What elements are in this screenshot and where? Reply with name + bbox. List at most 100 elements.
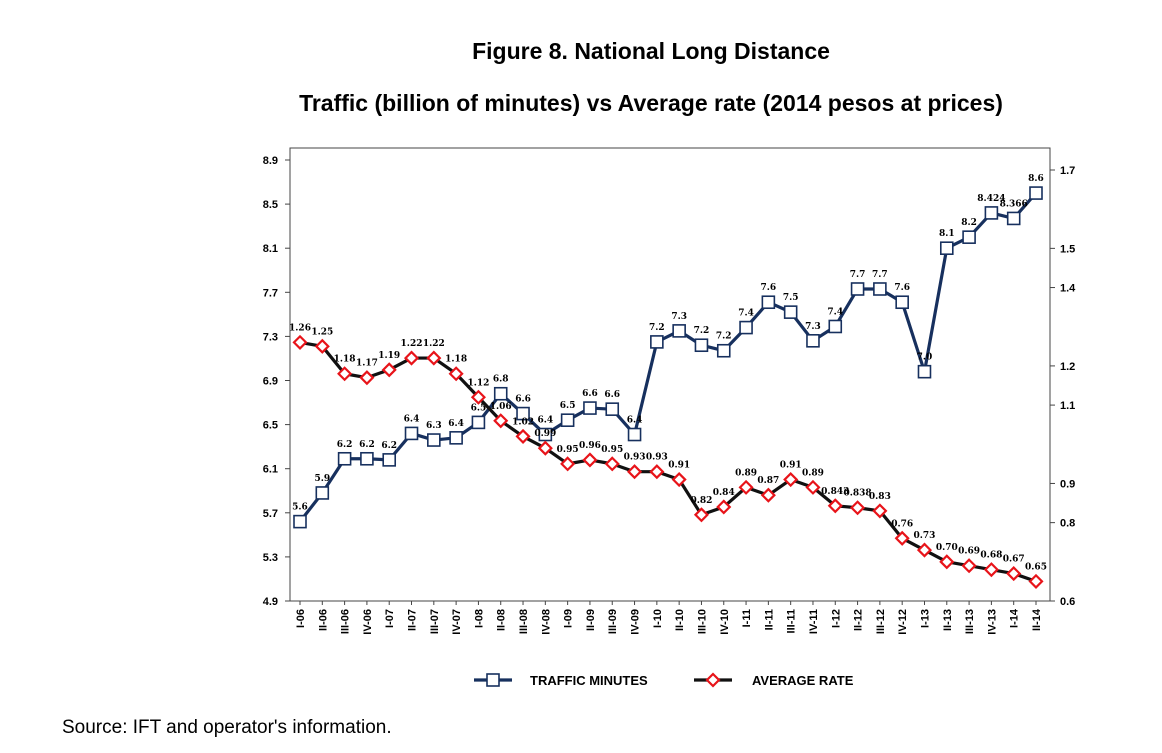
rate-data-label: 0.84 bbox=[713, 488, 735, 498]
left-axis-tick-label: 6.5 bbox=[263, 420, 278, 432]
rate-point-marker bbox=[582, 452, 598, 468]
rate-point-marker bbox=[626, 464, 643, 480]
x-axis-tick-label: II-08 bbox=[496, 609, 508, 631]
x-axis-tick-label: III-07 bbox=[429, 609, 441, 634]
traffic-point-marker bbox=[739, 320, 753, 335]
traffic-point-marker bbox=[917, 364, 932, 379]
traffic-point-marker bbox=[583, 401, 597, 415]
rate-data-label: 0.93 bbox=[624, 453, 646, 463]
rate-point-marker bbox=[872, 503, 888, 519]
traffic-point-marker bbox=[828, 319, 843, 334]
x-axis-tick-label: I-11 bbox=[741, 609, 753, 627]
traffic-data-label: 7.4 bbox=[827, 307, 843, 317]
chart-title-line2: Traffic (billion of minutes) vs Average … bbox=[299, 90, 1003, 116]
left-axis-tick-label: 4.9 bbox=[263, 596, 278, 608]
rate-data-label: 0.838 bbox=[843, 489, 871, 499]
traffic-point-marker bbox=[605, 402, 620, 416]
traffic-data-label: 6.2 bbox=[337, 440, 353, 450]
traffic-data-label: 6.5 bbox=[560, 401, 576, 411]
x-axis-tick-label: I-13 bbox=[919, 609, 931, 628]
right-axis-tick-label: 1.4 bbox=[1060, 283, 1076, 295]
right-axis: 1.7 1.5 1.4 1.2 1.1 0.9 0.8 0.6 bbox=[1050, 165, 1076, 608]
traffic-data-label: 7.5 bbox=[783, 293, 799, 303]
traffic-point-marker bbox=[471, 415, 486, 430]
x-axis-tick-label: IV-09 bbox=[630, 609, 642, 635]
traffic-data-label: 6.2 bbox=[359, 440, 375, 450]
x-axis-tick-label: III-10 bbox=[696, 609, 708, 634]
plot-area-border bbox=[289, 147, 1051, 602]
rate-point-marker bbox=[961, 558, 977, 574]
x-axis-tick-label: I-08 bbox=[473, 609, 485, 628]
rate-data-label: 0.76 bbox=[891, 519, 913, 529]
traffic-data-label: 8.2 bbox=[961, 218, 977, 228]
traffic-point-marker bbox=[694, 338, 709, 353]
left-axis-tick-label: 6.1 bbox=[263, 464, 278, 476]
rate-data-label: 0.96 bbox=[579, 441, 601, 451]
traffic-point-marker bbox=[293, 514, 307, 529]
traffic-point-marker bbox=[672, 324, 686, 338]
rate-point-marker bbox=[827, 498, 843, 514]
x-axis-tick-label: III-12 bbox=[875, 609, 887, 634]
rate-data-label: 1.22 bbox=[423, 339, 445, 349]
rate-data-label: 0.89 bbox=[735, 468, 757, 478]
rate-data-label: 0.91 bbox=[668, 461, 690, 471]
rate-point-marker bbox=[359, 370, 375, 386]
right-axis-tick-label: 1.7 bbox=[1060, 165, 1075, 177]
rate-point-marker bbox=[1006, 566, 1022, 582]
traffic-data-label: 6.2 bbox=[381, 441, 397, 451]
rate-point-marker bbox=[693, 507, 710, 523]
x-axis-tick-label: IV-07 bbox=[451, 609, 463, 635]
x-axis-tick-label: III-09 bbox=[607, 609, 619, 634]
traffic-data-label: 6.4 bbox=[404, 414, 420, 424]
rate-data-label: 0.68 bbox=[980, 551, 1002, 561]
legend-traffic-label: TRAFFIC MINUTES bbox=[530, 673, 648, 688]
traffic-data-label: 8.366 bbox=[1000, 199, 1028, 209]
traffic-data-label: 5.6 bbox=[292, 503, 308, 513]
right-axis-tick-label: 0.6 bbox=[1060, 596, 1075, 608]
traffic-point-marker bbox=[761, 295, 776, 310]
rate-data-label: 0.99 bbox=[534, 429, 556, 439]
traffic-data-label: 8.6 bbox=[1028, 174, 1044, 184]
traffic-point-marker bbox=[783, 305, 798, 319]
traffic-data-label: 6.8 bbox=[493, 375, 509, 385]
rate-data-label: 0.91 bbox=[780, 461, 802, 471]
rate-point-marker bbox=[939, 554, 955, 570]
rate-data-label: 1.26 bbox=[289, 323, 311, 333]
x-axis-tick-label: III-06 bbox=[340, 609, 352, 634]
traffic-point-marker bbox=[627, 427, 642, 442]
traffic-point-marker bbox=[1029, 186, 1043, 200]
rate-point-marker bbox=[381, 362, 397, 378]
rate-point-marker bbox=[705, 672, 721, 688]
rate-data-label: 1.25 bbox=[311, 327, 333, 337]
rate-data-label: 0.843 bbox=[821, 487, 849, 497]
traffic-data-label: 5.9 bbox=[314, 474, 330, 484]
x-axis-tick-label: II-11 bbox=[763, 609, 775, 630]
traffic-point-marker bbox=[962, 230, 976, 244]
rate-data-label: 1.17 bbox=[356, 359, 378, 369]
traffic-point-marker bbox=[337, 451, 352, 466]
rate-data-label: 0.70 bbox=[936, 543, 958, 553]
right-axis-tick-label: 1.5 bbox=[1060, 243, 1075, 255]
x-axis-tick-label: I-07 bbox=[384, 609, 396, 628]
rate-data-label: 0.95 bbox=[557, 445, 579, 455]
x-axis-tick-label: II-07 bbox=[407, 609, 419, 631]
x-axis-tick-label: III-11 bbox=[786, 609, 798, 633]
traffic-data-label: 8.424 bbox=[977, 194, 1005, 204]
rate-point-marker bbox=[337, 366, 353, 382]
x-axis-tick-label: II-09 bbox=[585, 609, 597, 631]
rate-data-label: 0.93 bbox=[646, 453, 668, 463]
traffic-point-marker bbox=[873, 282, 887, 296]
traffic-point-marker bbox=[1006, 211, 1021, 226]
rate-point-marker bbox=[805, 479, 821, 495]
rate-point-marker bbox=[649, 464, 665, 480]
traffic-point-marker bbox=[516, 406, 530, 421]
x-axis-tick-label: II-06 bbox=[317, 609, 329, 631]
average-rate-series: 1.26 1.251.18 1.171.191.22 1.221.181.121.06… bbox=[289, 323, 1047, 589]
rate-point-marker bbox=[493, 413, 509, 429]
left-axis-tick-label: 7.3 bbox=[263, 331, 278, 343]
traffic-data-label: 7.2 bbox=[649, 323, 665, 333]
traffic-data-label: 6.4 bbox=[537, 416, 553, 426]
traffic-data-label: 7.2 bbox=[716, 332, 732, 342]
traffic-data-label: 6.4 bbox=[627, 416, 643, 426]
rate-point-marker bbox=[671, 471, 687, 488]
